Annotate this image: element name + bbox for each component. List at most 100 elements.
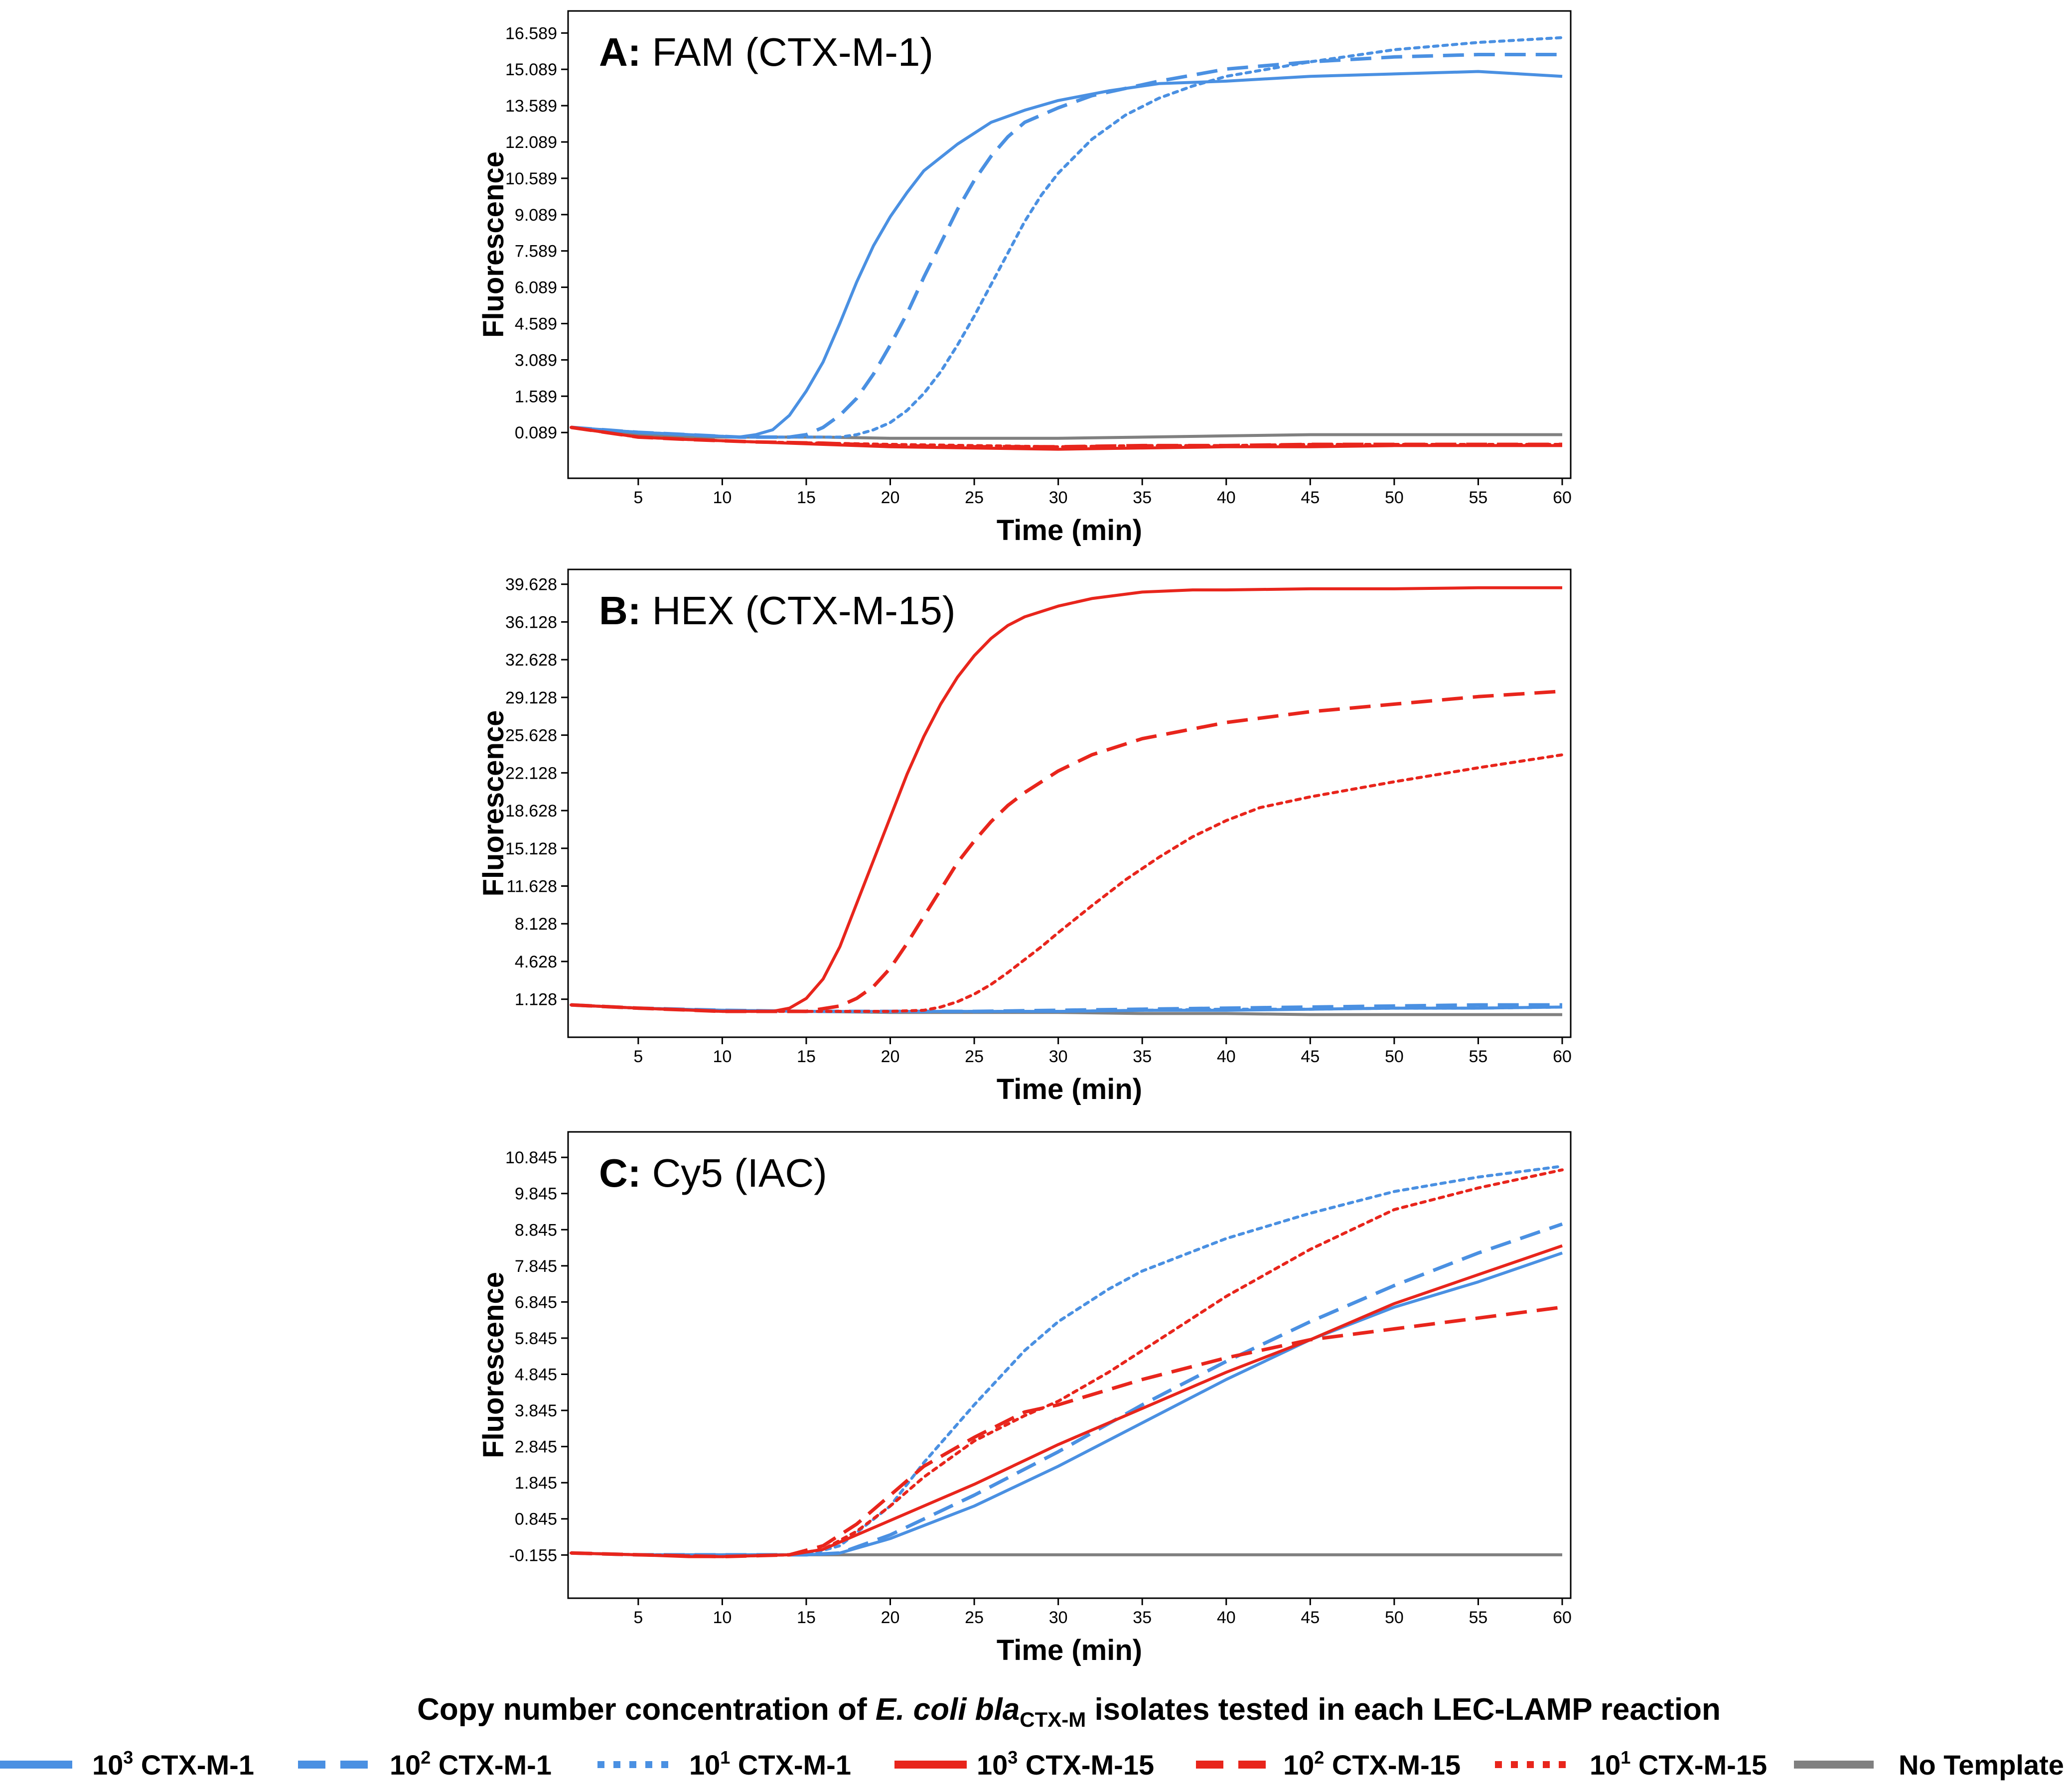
chart-panel-2: 1.128 4.628 8.128 11.628 15.128 18.628 22.128 2… bbox=[477, 569, 1572, 1105]
legend: 103 CTX-M-1 102 CTX-M-1 101 CTX-M-1 103 CTX… bbox=[0, 1747, 2064, 1781]
y-tick-label: 13.589 bbox=[505, 97, 557, 116]
legend-base: 10 bbox=[689, 1749, 720, 1781]
x-tick-label: 5 bbox=[633, 488, 643, 507]
figure-caption: Copy number concentration of E. coli bla… bbox=[417, 1692, 1721, 1731]
x-tick-label: 10 bbox=[713, 1047, 732, 1066]
x-tick-label: 30 bbox=[1049, 1608, 1068, 1627]
x-tick-label: 35 bbox=[1133, 488, 1152, 507]
y-tick-label: 5.845 bbox=[515, 1329, 557, 1348]
legend-exponent: 3 bbox=[1008, 1747, 1018, 1768]
x-tick-label: 55 bbox=[1469, 488, 1488, 507]
legend-label: 101 CTX-M-1 bbox=[689, 1747, 851, 1781]
legend-exponent: 3 bbox=[123, 1747, 133, 1768]
panel-title-text: Cy5 (IAC) bbox=[641, 1151, 827, 1195]
panel-letter: B: bbox=[599, 588, 641, 633]
legend-item: 103 CTX-M-15 bbox=[894, 1747, 1154, 1781]
legend-label: 103 CTX-M-15 bbox=[977, 1747, 1154, 1781]
legend-item: 102 CTX-M-15 bbox=[1196, 1747, 1461, 1781]
y-tick-label: 12.089 bbox=[505, 133, 557, 152]
x-tick-label: 60 bbox=[1553, 1608, 1572, 1627]
y-tick-label: 15.128 bbox=[505, 839, 557, 858]
panel-title: A: FAM (CTX-M-1) bbox=[599, 30, 933, 74]
x-tick-label: 35 bbox=[1133, 1608, 1152, 1627]
x-tick-label: 25 bbox=[965, 1608, 984, 1627]
x-tick-label: 10 bbox=[713, 1608, 732, 1627]
x-axis-label: Time (min) bbox=[997, 1073, 1142, 1105]
legend-item: 101 CTX-M-15 bbox=[1495, 1747, 1767, 1781]
plot-frame bbox=[568, 569, 1571, 1037]
y-tick-label: 16.589 bbox=[505, 24, 557, 43]
legend-label: 103 CTX-M-1 bbox=[92, 1747, 254, 1781]
y-tick-label: 1.128 bbox=[515, 990, 557, 1009]
y-axis-label: Fluorescence bbox=[477, 1272, 510, 1458]
panel-letter: A: bbox=[599, 30, 641, 74]
y-tick-label: 25.628 bbox=[505, 726, 557, 745]
x-tick-label: 20 bbox=[881, 1047, 900, 1066]
legend-exponent: 2 bbox=[421, 1747, 431, 1768]
y-tick-label: 29.128 bbox=[505, 689, 557, 707]
legend-name: CTX-M-15 bbox=[1630, 1749, 1767, 1781]
y-tick-label: 1.589 bbox=[515, 387, 557, 406]
x-tick-label: 60 bbox=[1553, 1047, 1572, 1066]
x-tick-label: 40 bbox=[1217, 1047, 1236, 1066]
legend-name: CTX-M-15 bbox=[1018, 1749, 1154, 1781]
y-axis-label: Fluorescence bbox=[477, 710, 510, 897]
legend-label: 102 CTX-M-1 bbox=[390, 1747, 552, 1781]
caption-suffix: isolates tested in each LEC-LAMP reactio… bbox=[1086, 1692, 1721, 1727]
legend-item: 102 CTX-M-1 bbox=[298, 1747, 552, 1781]
y-tick-label: 10.845 bbox=[505, 1148, 557, 1167]
y-tick-label: 22.128 bbox=[505, 764, 557, 783]
y-tick-label: 7.845 bbox=[515, 1257, 557, 1276]
y-tick-label: 36.128 bbox=[505, 613, 557, 632]
legend-name: CTX-M-1 bbox=[730, 1749, 851, 1781]
x-tick-label: 45 bbox=[1301, 1608, 1320, 1627]
x-tick-label: 30 bbox=[1049, 1047, 1068, 1066]
y-axis-label: Fluorescence bbox=[477, 151, 510, 338]
x-tick-label: 25 bbox=[965, 488, 984, 507]
legend-exponent: 2 bbox=[1314, 1747, 1324, 1768]
y-tick-label: 1.845 bbox=[515, 1474, 557, 1493]
y-tick-label: 0.845 bbox=[515, 1510, 557, 1529]
y-tick-label: 3.089 bbox=[515, 351, 557, 370]
x-tick-label: 45 bbox=[1301, 1047, 1320, 1066]
legend-exponent: 1 bbox=[720, 1747, 730, 1768]
panel-title-text: FAM (CTX-M-1) bbox=[641, 30, 933, 74]
chart-panel-1: 0.089 1.589 3.089 4.589 6.089 7.589 9.089 10.58… bbox=[477, 11, 1572, 547]
y-tick-label: 10.589 bbox=[505, 169, 557, 188]
x-tick-label: 35 bbox=[1133, 1047, 1152, 1066]
figure: 0.0891.5893.0894.5896.0897.5899.08910.58… bbox=[0, 0, 2072, 1791]
x-axis-label: Time (min) bbox=[997, 514, 1142, 547]
y-tick-label: 2.845 bbox=[515, 1438, 557, 1457]
y-tick-label: 18.628 bbox=[505, 802, 557, 821]
x-tick-label: 10 bbox=[713, 488, 732, 507]
legend-name: No Template bbox=[1899, 1749, 2064, 1781]
x-tick-label: 15 bbox=[797, 1608, 816, 1627]
x-tick-label: 50 bbox=[1385, 1608, 1404, 1627]
x-tick-label: 25 bbox=[965, 1047, 984, 1066]
x-tick-label: 60 bbox=[1553, 488, 1572, 507]
legend-base: 10 bbox=[977, 1749, 1008, 1781]
y-tick-label: 3.845 bbox=[515, 1401, 557, 1420]
x-tick-label: 20 bbox=[881, 1608, 900, 1627]
y-tick-label: 9.089 bbox=[515, 206, 557, 225]
x-tick-label: 30 bbox=[1049, 488, 1068, 507]
y-tick-label: 7.589 bbox=[515, 242, 557, 261]
legend-name: CTX-M-1 bbox=[431, 1749, 552, 1781]
legend-label: 101 CTX-M-15 bbox=[1590, 1747, 1767, 1781]
legend-base: 10 bbox=[92, 1749, 123, 1781]
panel-letter: C: bbox=[599, 1151, 641, 1195]
x-tick-label: 50 bbox=[1385, 488, 1404, 507]
x-axis-label: Time (min) bbox=[997, 1634, 1142, 1666]
caption-italic: E. coli bla bbox=[876, 1692, 1020, 1727]
legend-name: CTX-M-1 bbox=[133, 1749, 254, 1781]
x-tick-label: 5 bbox=[633, 1608, 643, 1627]
y-tick-label: 11.628 bbox=[507, 877, 557, 896]
legend-item: No Template bbox=[1794, 1749, 2064, 1781]
legend-item: 101 CTX-M-1 bbox=[597, 1747, 851, 1781]
y-tick-label: 32.628 bbox=[505, 651, 557, 670]
caption-prefix: Copy number concentration of bbox=[417, 1692, 876, 1727]
y-tick-label: 4.845 bbox=[515, 1366, 557, 1384]
y-tick-label: 6.845 bbox=[515, 1293, 557, 1312]
panel-title: C: Cy5 (IAC) bbox=[599, 1151, 827, 1195]
y-tick-label: 8.128 bbox=[515, 915, 557, 934]
